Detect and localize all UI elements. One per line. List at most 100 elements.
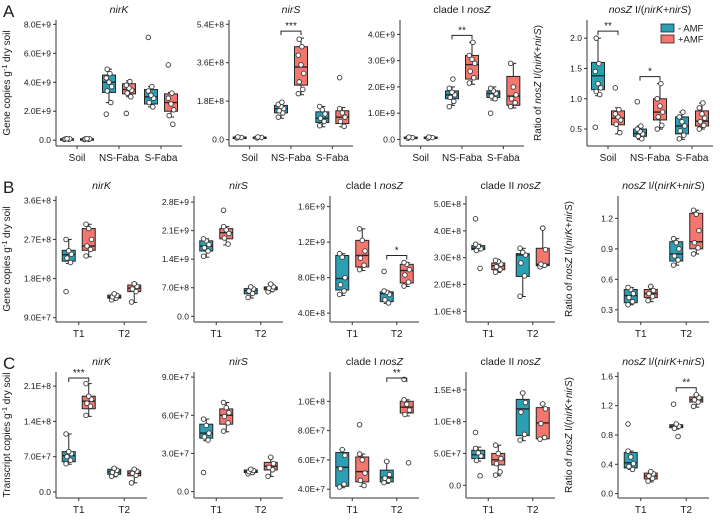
x-category-label: T2 (527, 505, 539, 516)
data-point (518, 409, 524, 415)
data-point (676, 246, 682, 252)
boxplot-panel: nosZ I/(nirK+nirS) Ratio of nosZ I/(nirK+… (533, 4, 713, 164)
data-point (317, 115, 324, 121)
data-point (131, 281, 137, 287)
data-point (220, 207, 227, 214)
data-point (255, 134, 261, 140)
data-point (681, 132, 687, 138)
significance-label: * (648, 67, 652, 78)
data-point (471, 60, 478, 67)
x-category-label: T1 (635, 329, 647, 340)
data-point (700, 100, 706, 106)
data-point (446, 85, 453, 91)
y-tick-label: 2.0E+8 (434, 279, 461, 289)
y-tick-label: 1.4E+8 (24, 416, 51, 426)
data-point (300, 70, 307, 77)
data-point (129, 286, 136, 292)
y-tick-label: 2.1E+9 (162, 226, 189, 236)
data-point (406, 134, 412, 140)
data-point (696, 105, 703, 111)
data-point (647, 468, 654, 475)
data-point (150, 104, 156, 110)
data-point (383, 458, 390, 465)
x-category-label: T1 (73, 329, 85, 340)
data-point (671, 425, 678, 432)
data-point (200, 469, 207, 476)
y-tick-label: 2.0E+9 (24, 106, 51, 116)
data-point (68, 251, 75, 257)
data-point (336, 74, 343, 81)
data-point (111, 465, 117, 472)
data-point (84, 243, 90, 249)
data-point (675, 433, 681, 440)
y-tick-label: 0.6 (601, 274, 613, 284)
data-point (538, 261, 544, 267)
x-category-label: T2 (391, 505, 403, 516)
x-category-label: S-Faba (487, 153, 520, 164)
data-point (402, 411, 408, 418)
y-tick-label: 3.6E+8 (197, 58, 224, 68)
y-tick-label: 1.2 (601, 401, 613, 411)
data-point (593, 35, 599, 41)
data-point (451, 98, 457, 105)
y-tick-label: 0.0 (212, 135, 224, 145)
significance-bracket (597, 30, 619, 36)
data-point (634, 99, 641, 105)
significance-bracket (675, 387, 697, 392)
data-point (341, 481, 347, 487)
data-point (296, 79, 302, 85)
data-point (169, 90, 175, 96)
data-point (220, 428, 227, 434)
y-tick-label: 1.8E+8 (24, 274, 51, 284)
data-point (406, 407, 413, 413)
data-point (339, 110, 346, 116)
x-category-label: T1 (482, 505, 494, 516)
y-tick-label: 6.0E+7 (298, 455, 325, 465)
y-tick-label: 2.0 (570, 33, 582, 43)
significance-label: ** (393, 368, 401, 379)
data-point (111, 291, 117, 297)
panel-title: nirS (282, 4, 301, 16)
data-point (488, 93, 495, 99)
data-point (696, 126, 703, 132)
data-point (676, 114, 683, 120)
data-point (316, 103, 323, 110)
y-tick-label: 0.0 (449, 480, 461, 490)
x-category-label: S-Faba (676, 153, 709, 164)
data-point (146, 99, 152, 106)
y-tick-label: 3.0E+7 (162, 448, 189, 458)
data-point (67, 259, 74, 266)
data-point (492, 442, 499, 448)
data-point (382, 475, 388, 481)
data-point (381, 268, 387, 275)
data-point (475, 450, 482, 456)
y-tick-label: 2.0E+9 (368, 82, 395, 92)
data-point (336, 291, 343, 298)
data-point (513, 92, 519, 98)
y-tick-label: 5.0E+8 (434, 199, 461, 209)
data-point (247, 284, 254, 290)
x-category-label: T2 (391, 329, 403, 340)
data-point (613, 121, 619, 127)
data-point (336, 484, 343, 490)
data-point (472, 241, 479, 248)
data-point (64, 453, 70, 460)
boxplot-panel: clade II nosZ 0.0 5.0E+7 1.0E+8 1.5E+8 T1 T2 (434, 356, 555, 516)
y-tick-label: 1.6E+9 (298, 202, 325, 212)
data-point (168, 101, 174, 107)
data-point (386, 471, 393, 478)
x-category-label: S-Faba (145, 153, 178, 164)
panel-row-c: C nirK Transcript copies g-1​ dry soil 0.0… (0, 352, 720, 528)
data-point (645, 478, 651, 484)
data-point (701, 122, 707, 129)
significance-bracket (280, 30, 302, 36)
boxplot-panel: nirK Transcript copies g-1​ dry soil 0.0 7.… (0, 356, 147, 516)
data-point (616, 106, 622, 113)
data-point (83, 253, 89, 259)
panel-letter-b: B (3, 178, 15, 197)
data-point (493, 460, 500, 467)
y-tick-label: 0.5 (570, 124, 582, 134)
data-point (247, 466, 254, 472)
y-axis-label: Transcript copies g-1​ dry soil (0, 373, 13, 498)
data-point (655, 114, 661, 120)
